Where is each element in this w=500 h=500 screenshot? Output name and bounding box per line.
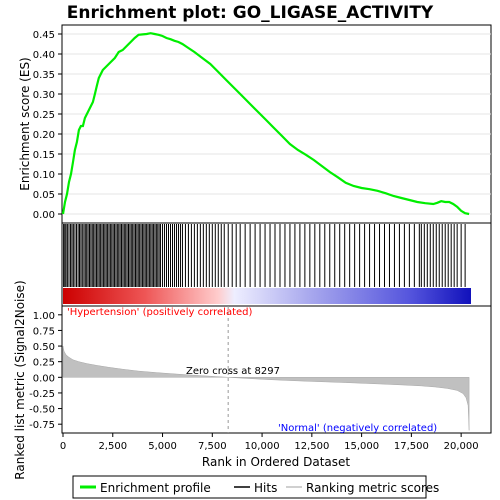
x-tick-label: 5,000 bbox=[148, 441, 177, 452]
ranked-panel: -0.75 -0.50 -0.25 0.00 0.25 0.50 0.75 1.00 0 2,5… bbox=[13, 280, 492, 480]
es-y-tick-label: 0.40 bbox=[33, 50, 55, 61]
ranked-y-tick-label: 0.75 bbox=[33, 326, 55, 337]
x-tick-label: 17,500 bbox=[394, 441, 429, 452]
hits-panel bbox=[61, 222, 492, 307]
legend-label-hits: Hits bbox=[254, 481, 277, 495]
es-grid bbox=[63, 33, 491, 215]
es-y-tick-label: 0.20 bbox=[33, 130, 55, 141]
x-tick-label: 7,500 bbox=[198, 441, 227, 452]
ranked-panel-frame bbox=[61, 305, 492, 434]
es-y-tick-label: 0.00 bbox=[33, 210, 55, 221]
es-panel: 0.00 0.05 0.10 0.15 0.20 0.25 0.30 0.35 0.40 0.45… bbox=[18, 24, 492, 224]
negative-correlation-label: 'Normal' (negatively correlated) bbox=[278, 423, 437, 434]
ranked-y-tick-label: -0.25 bbox=[29, 389, 55, 400]
x-tick-label: 10,000 bbox=[245, 441, 280, 452]
es-y-tick-label: 0.45 bbox=[33, 30, 55, 41]
legend-label-enrichment-profile: Enrichment profile bbox=[100, 481, 211, 495]
ranked-y-ticks: -0.75 -0.50 -0.25 0.00 0.25 0.50 0.75 1.00 bbox=[29, 311, 62, 431]
ranking-metric-area bbox=[62, 346, 470, 431]
es-y-tick-label: 0.35 bbox=[33, 70, 55, 81]
x-tick-label: 12,500 bbox=[294, 441, 329, 452]
x-tick-label: 0 bbox=[60, 441, 66, 452]
ranked-y-tick-label: 0.00 bbox=[33, 373, 55, 384]
ranked-x-ticks: 0 2,500 5,000 7,500 10,000 12,500 15,000 17,500… bbox=[60, 433, 479, 452]
ranked-y-tick-label: 0.50 bbox=[33, 342, 55, 353]
ranked-y-tick-label: -0.50 bbox=[29, 405, 55, 416]
x-axis-label: Rank in Ordered Dataset bbox=[202, 455, 350, 469]
es-panel-frame bbox=[61, 24, 492, 224]
es-y-ticks: 0.00 0.05 0.10 0.15 0.20 0.25 0.30 0.35 0.40 0.45 bbox=[33, 30, 62, 221]
es-y-tick-label: 0.30 bbox=[33, 90, 55, 101]
ranked-y-tick-label: -0.75 bbox=[29, 420, 55, 431]
legend: Enrichment profile Hits Ranking metric s… bbox=[72, 475, 439, 499]
rank-color-bar bbox=[63, 288, 471, 304]
es-y-tick-label: 0.10 bbox=[33, 170, 55, 181]
legend-label-ranking-metric: Ranking metric scores bbox=[306, 481, 439, 495]
es-y-tick-label: 0.25 bbox=[33, 110, 55, 121]
chart-title: Enrichment plot: GO_LIGASE_ACTIVITY bbox=[67, 3, 434, 23]
hit-lines bbox=[63, 224, 466, 287]
x-tick-label: 15,000 bbox=[344, 441, 379, 452]
x-tick-label: 2,500 bbox=[98, 441, 127, 452]
zero-cross-label: Zero cross at 8297 bbox=[186, 366, 280, 377]
ranked-y-tick-label: 0.25 bbox=[33, 358, 55, 369]
es-y-tick-label: 0.15 bbox=[33, 150, 55, 161]
positive-correlation-label: 'Hypertension' (positively correlated) bbox=[67, 307, 253, 318]
enrichment-profile-line bbox=[61, 32, 470, 216]
ranked-y-tick-label: 1.00 bbox=[33, 311, 55, 322]
es-y-axis-label: Enrichment score (ES) bbox=[18, 57, 32, 190]
es-y-tick-label: 0.05 bbox=[33, 190, 55, 201]
x-tick-label: 20,000 bbox=[444, 441, 479, 452]
ranked-y-axis-label: Ranked list metric (Signal2Noise) bbox=[13, 280, 27, 479]
